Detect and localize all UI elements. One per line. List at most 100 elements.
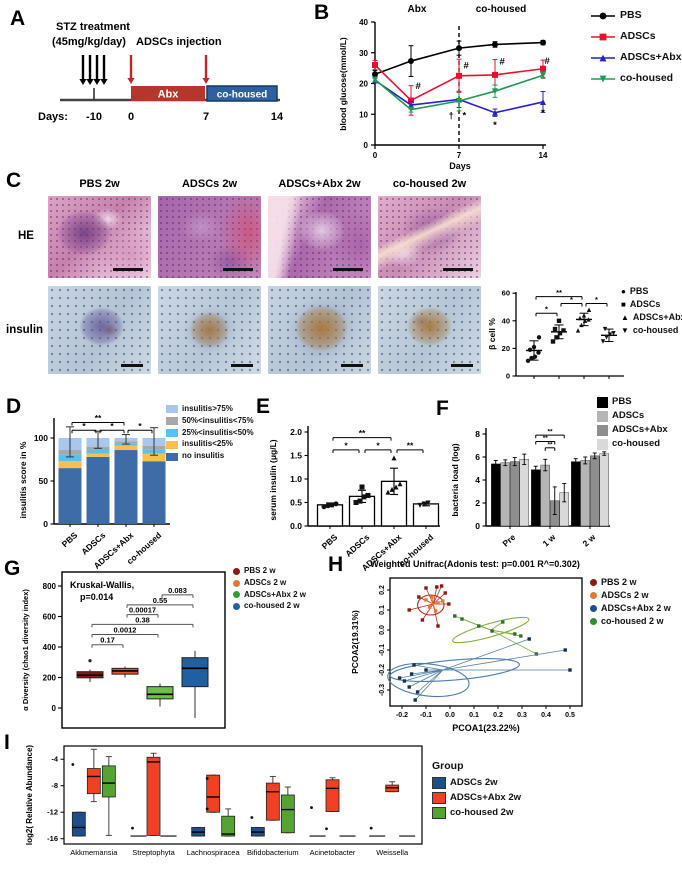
svg-text:30: 30 (359, 49, 368, 58)
legend-swatch-icon (166, 405, 178, 414)
legend-label: 50%<insulitis<75% (182, 415, 254, 425)
svg-text:0.17: 0.17 (100, 636, 115, 645)
svg-text:-4: -4 (51, 755, 58, 764)
pcoa-legend: PBS 2 w ADSCs 2 w ADSCs+Abx 2 w co-housed 2… (590, 577, 671, 630)
bar-1 w-ADSCs+Abx (550, 486, 560, 527)
legend-label: ADSCs+Abx 2 w (601, 602, 671, 613)
scale-bar (231, 364, 253, 367)
pcoa-cluster (452, 614, 539, 656)
svg-text:0.0: 0.0 (290, 521, 302, 531)
legend-label: insulitis>75% (182, 404, 233, 413)
panel-e-label: E (256, 395, 271, 418)
insulin-image-pbs-2w (48, 286, 151, 374)
histology-column-header: ADSCs 2w (181, 178, 238, 190)
legend-swatch-icon: ■ (621, 299, 626, 309)
svg-text:#: # (500, 56, 506, 67)
svg-text:800: 800 (43, 582, 57, 591)
svg-text:#: # (545, 56, 551, 67)
svg-text:-12: -12 (47, 808, 58, 817)
legend-swatch-icon (233, 579, 240, 587)
svg-text:40: 40 (359, 18, 368, 27)
svg-text:-0.1: -0.1 (420, 712, 432, 719)
legend-label: ADSCs 2 w (601, 589, 649, 600)
svg-text:Days:: Days: (38, 111, 68, 123)
legend-label: ADSCs+Abx (620, 51, 682, 64)
legend-label: co-housed (612, 438, 661, 450)
svg-text:200: 200 (43, 674, 57, 683)
legend-item: ADSCs+Abx 2 w (590, 602, 671, 614)
svg-text:bacteria load (log): bacteria load (log) (450, 443, 460, 516)
legend-item: ■ ADSCs (621, 298, 682, 310)
abundance-group-Acinetobacter (309, 777, 356, 837)
svg-text:*: * (541, 107, 545, 118)
svg-text:1 w: 1 w (540, 532, 557, 549)
scale-bar (341, 364, 363, 367)
svg-text:*: * (376, 440, 380, 450)
legend-label: ADSCs 2 w (244, 577, 287, 587)
svg-text:ADSCs: ADSCs (343, 532, 371, 559)
scale-bar (223, 268, 253, 271)
legend-item: co-housed (597, 438, 668, 450)
svg-text:0.1: 0.1 (469, 712, 479, 719)
legend-item: ADSCs (597, 410, 668, 422)
serum-insulin-chart: serum insulin (μg/L) 0.0 0.5 1.0 1.5 2.0 PBS AD… (268, 426, 440, 573)
svg-text:0.2: 0.2 (493, 712, 503, 719)
panel-i-label: I (4, 731, 10, 754)
legend-swatch-icon (590, 618, 597, 626)
svg-text:-10: -10 (86, 111, 102, 123)
svg-text:-16: -16 (47, 834, 58, 843)
svg-text:Bifidobacterium: Bifidobacterium (247, 848, 299, 857)
svg-text:**: ** (543, 435, 549, 442)
row-label-he: HE (18, 230, 34, 242)
legend-label: ADSCs (620, 30, 656, 43)
svg-text:0: 0 (364, 141, 369, 150)
pcoa-cluster (424, 595, 445, 613)
svg-text:0.00017: 0.00017 (129, 606, 156, 615)
svg-text:2 w: 2 w (580, 532, 597, 549)
legend-label: insulitis<25% (182, 439, 233, 449)
he-image-co-housed-2w (378, 196, 481, 278)
svg-text:α Diversity (chao1 diversity i: α Diversity (chao1 diversity index) (21, 589, 30, 711)
legend-label: ADSCs (629, 298, 661, 309)
svg-text:-8: -8 (51, 781, 58, 790)
svg-text:Kruskal-Wallis,: Kruskal-Wallis, (70, 580, 134, 590)
legend-item: ▲ ADSCs+Abx (621, 311, 682, 323)
svg-text:PBS: PBS (320, 532, 340, 551)
histology-column-header: co-housed 2w (392, 178, 467, 190)
legend-swatch-icon: ▼ (621, 325, 629, 335)
pcoa-title: Weighted Unifrac(Adonis test: p=0.001 R^… (370, 559, 580, 569)
svg-text:0.55: 0.55 (153, 596, 168, 605)
he-image-pbs-2w (48, 196, 151, 278)
legend-label: ADSCs+Abx (632, 311, 682, 322)
svg-text:Abx: Abx (158, 89, 180, 101)
svg-text:**: ** (95, 413, 102, 423)
legend-swatch-icon (432, 777, 446, 789)
legend-item: ● PBS (621, 286, 682, 297)
legend-marker-icon (591, 12, 615, 20)
legend-label: PBS (629, 286, 649, 296)
svg-text:-0.1: -0.1 (379, 644, 386, 656)
insulin-image-co-housed-2w (378, 286, 481, 374)
bar-Pre-co-housed (519, 453, 529, 527)
bar-Pre-ADSCs+Abx (510, 457, 520, 527)
svg-text:0: 0 (506, 372, 510, 381)
legend-swatch-icon (166, 428, 178, 437)
svg-text:co-housed: co-housed (476, 4, 527, 15)
legend-swatch-icon (166, 417, 178, 426)
legend-item: ADSCs 2 w (233, 577, 306, 588)
legend-label: 25%<insulitis<50% (182, 427, 254, 437)
pcoa-cluster (387, 637, 572, 702)
svg-text:-0.2: -0.2 (396, 712, 408, 719)
legend-item: ADSCs+Abx 2 w (233, 590, 306, 600)
panel-c-label: C (6, 169, 22, 192)
svg-text:-0.3: -0.3 (379, 684, 386, 696)
svg-text:*: * (493, 120, 497, 131)
svg-text:0.083: 0.083 (168, 586, 187, 595)
svg-text:**: ** (407, 440, 414, 450)
legend-swatch-icon (597, 439, 608, 450)
scatter-group-ADSCs (550, 318, 567, 344)
svg-text:*: * (344, 440, 348, 450)
legend-label: co-housed (620, 72, 674, 85)
svg-text:0.5: 0.5 (290, 498, 302, 508)
